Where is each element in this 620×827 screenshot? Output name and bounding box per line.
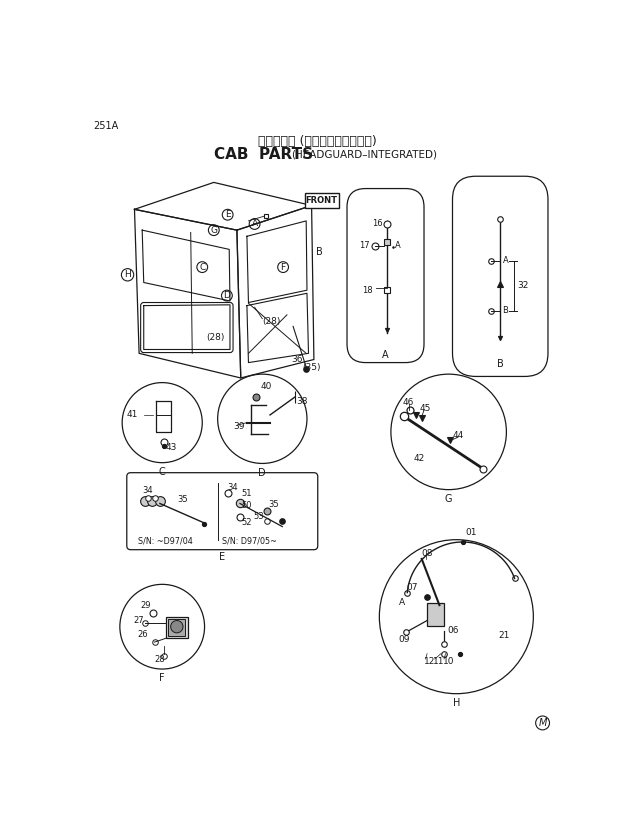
Text: 09: 09: [399, 635, 410, 644]
Text: (HEADGUARD–INTEGRATED): (HEADGUARD–INTEGRATED): [291, 150, 437, 160]
Text: 44: 44: [453, 431, 464, 440]
Text: 42: 42: [414, 454, 425, 463]
Text: 46: 46: [402, 398, 414, 407]
Text: 50: 50: [242, 501, 252, 510]
Text: B: B: [497, 359, 503, 369]
Text: 16: 16: [372, 219, 383, 228]
Text: (28): (28): [262, 317, 281, 326]
Text: (28): (28): [206, 333, 224, 342]
Text: 01: 01: [466, 528, 477, 538]
Text: E: E: [219, 552, 225, 562]
Text: 34: 34: [142, 486, 153, 495]
Text: S/N: D97/05~: S/N: D97/05~: [222, 537, 277, 546]
Text: S/N: ~D97/04: S/N: ~D97/04: [138, 537, 193, 546]
Circle shape: [170, 620, 183, 633]
Text: 12: 12: [424, 657, 435, 666]
Text: 251A: 251A: [93, 122, 118, 131]
Text: (35): (35): [303, 363, 321, 371]
Text: 41: 41: [126, 410, 138, 419]
Text: C: C: [199, 263, 205, 271]
Text: 28: 28: [154, 654, 165, 663]
Text: 21: 21: [498, 632, 510, 640]
Bar: [166, 617, 188, 638]
Text: F: F: [280, 263, 286, 271]
Text: FRONT: FRONT: [306, 196, 338, 205]
Text: 11: 11: [433, 657, 445, 666]
Text: H: H: [453, 698, 460, 708]
Text: 51: 51: [242, 489, 252, 498]
FancyBboxPatch shape: [126, 473, 317, 550]
Text: 29: 29: [141, 600, 151, 609]
Text: G: G: [210, 226, 217, 235]
Bar: [169, 619, 185, 636]
Bar: [427, 603, 444, 626]
Text: M: M: [538, 718, 547, 728]
Text: キャブ部哆 (ヘッドガード一体型): キャブ部哆 (ヘッドガード一体型): [259, 135, 377, 148]
FancyBboxPatch shape: [306, 194, 339, 208]
Text: B: B: [316, 246, 323, 256]
Text: C: C: [159, 467, 166, 477]
Text: G: G: [445, 494, 453, 504]
Text: 43: 43: [166, 442, 177, 452]
Text: A: A: [399, 598, 405, 607]
Text: 52: 52: [242, 519, 252, 528]
Text: D: D: [259, 468, 266, 478]
Text: 38: 38: [296, 397, 308, 406]
Text: B: B: [503, 307, 508, 315]
Text: 35: 35: [268, 500, 279, 509]
Text: A: A: [503, 256, 508, 265]
Text: 39: 39: [233, 422, 244, 431]
Text: 17: 17: [360, 241, 370, 250]
Text: A: A: [382, 350, 389, 360]
Text: 18: 18: [363, 285, 373, 294]
Text: 06: 06: [447, 626, 459, 635]
Text: 26: 26: [138, 630, 148, 639]
Text: CAB  PARTS: CAB PARTS: [215, 147, 314, 162]
Text: F: F: [159, 673, 165, 683]
Text: 35: 35: [177, 495, 187, 504]
Text: 32: 32: [517, 281, 529, 290]
Text: 07: 07: [406, 583, 418, 592]
Text: 53: 53: [254, 512, 265, 521]
Text: 34: 34: [227, 483, 237, 492]
Text: 10: 10: [443, 657, 454, 666]
Text: 08: 08: [422, 549, 433, 558]
Text: E: E: [225, 210, 231, 219]
Text: D: D: [223, 291, 230, 300]
Text: 40: 40: [261, 382, 272, 391]
Text: 45: 45: [419, 404, 431, 414]
FancyBboxPatch shape: [453, 176, 548, 376]
Text: A: A: [395, 241, 401, 250]
FancyBboxPatch shape: [347, 189, 424, 362]
Text: A: A: [252, 219, 258, 228]
Text: H: H: [124, 270, 131, 280]
Text: 36: 36: [291, 355, 303, 364]
Text: 27: 27: [133, 616, 144, 625]
